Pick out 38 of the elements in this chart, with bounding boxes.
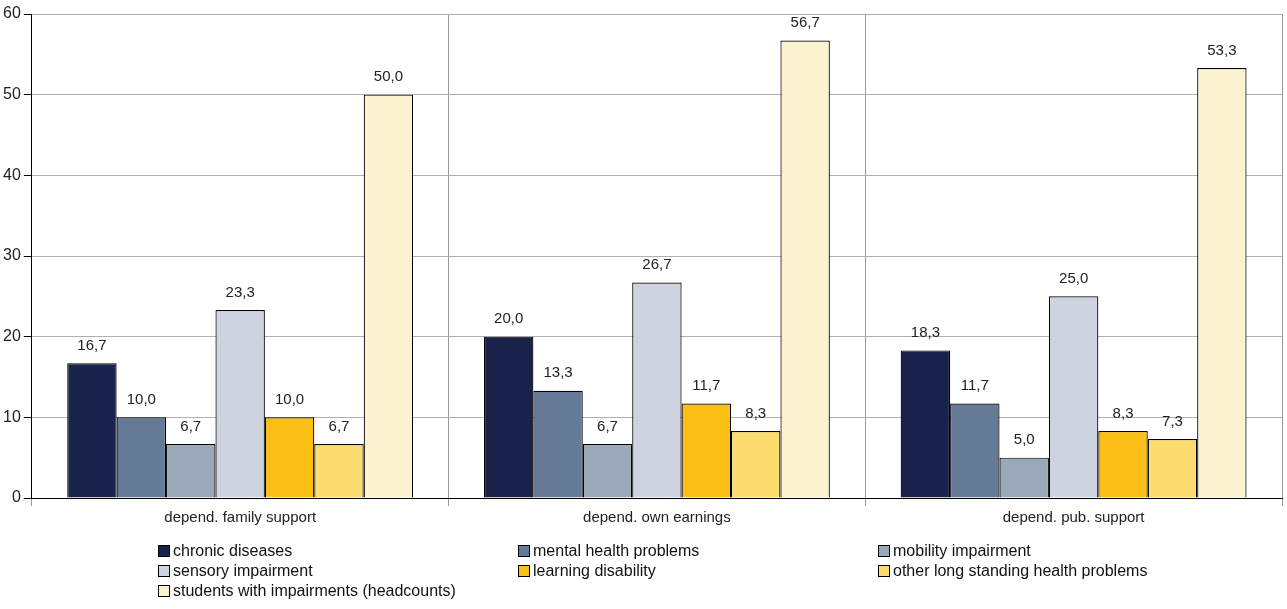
- data-label: 10,0: [274, 389, 305, 407]
- data-label: 50,0: [373, 67, 403, 85]
- x-tick-label: depend. own earnings: [583, 508, 731, 526]
- data-label: 25,0: [1059, 268, 1089, 286]
- data-label: 20,0: [494, 309, 524, 327]
- legend-label: mental health problems: [533, 542, 700, 560]
- data-label: 6,7: [597, 416, 618, 434]
- data-label: 6,7: [180, 416, 202, 434]
- data-label: 16,7: [77, 335, 107, 353]
- x-tick-label: depend. family support: [164, 508, 317, 526]
- data-label: 6,7: [328, 416, 350, 434]
- data-label: 23,3: [225, 282, 255, 300]
- legend-label: mobility impairment: [893, 542, 1031, 560]
- y-tick-label: 60: [3, 4, 21, 22]
- data-label: 11,7: [692, 376, 721, 394]
- y-tick-label: 20: [3, 327, 21, 345]
- y-tick-label: 30: [3, 246, 21, 264]
- legend-label: chronic diseases: [173, 542, 293, 560]
- data-label: 10,0: [126, 389, 156, 407]
- x-tick-label: depend. pub. support: [1002, 508, 1146, 526]
- y-tick-label: 50: [3, 85, 21, 103]
- data-label: 8,3: [745, 403, 767, 421]
- data-label: 56,7: [790, 13, 820, 31]
- data-label: 53,3: [1207, 40, 1237, 58]
- y-tick-label: 10: [3, 407, 21, 425]
- data-label: 11,7: [960, 376, 989, 394]
- legend-label: learning disability: [533, 562, 656, 580]
- y-tick-label: 0: [11, 488, 21, 506]
- data-label: 8,3: [1112, 403, 1134, 421]
- legend-label: other long standing health problems: [893, 562, 1148, 580]
- data-label: 18,3: [910, 323, 940, 341]
- data-label: 7,3: [1162, 411, 1183, 429]
- data-label: 5,0: [1013, 430, 1035, 448]
- legend-label: students with impairments (headcounts): [173, 582, 456, 600]
- data-label: 13,3: [543, 363, 573, 381]
- data-label: 26,7: [642, 255, 672, 273]
- legend-label: sensory impairment: [173, 562, 313, 580]
- y-tick-label: 40: [3, 165, 21, 183]
